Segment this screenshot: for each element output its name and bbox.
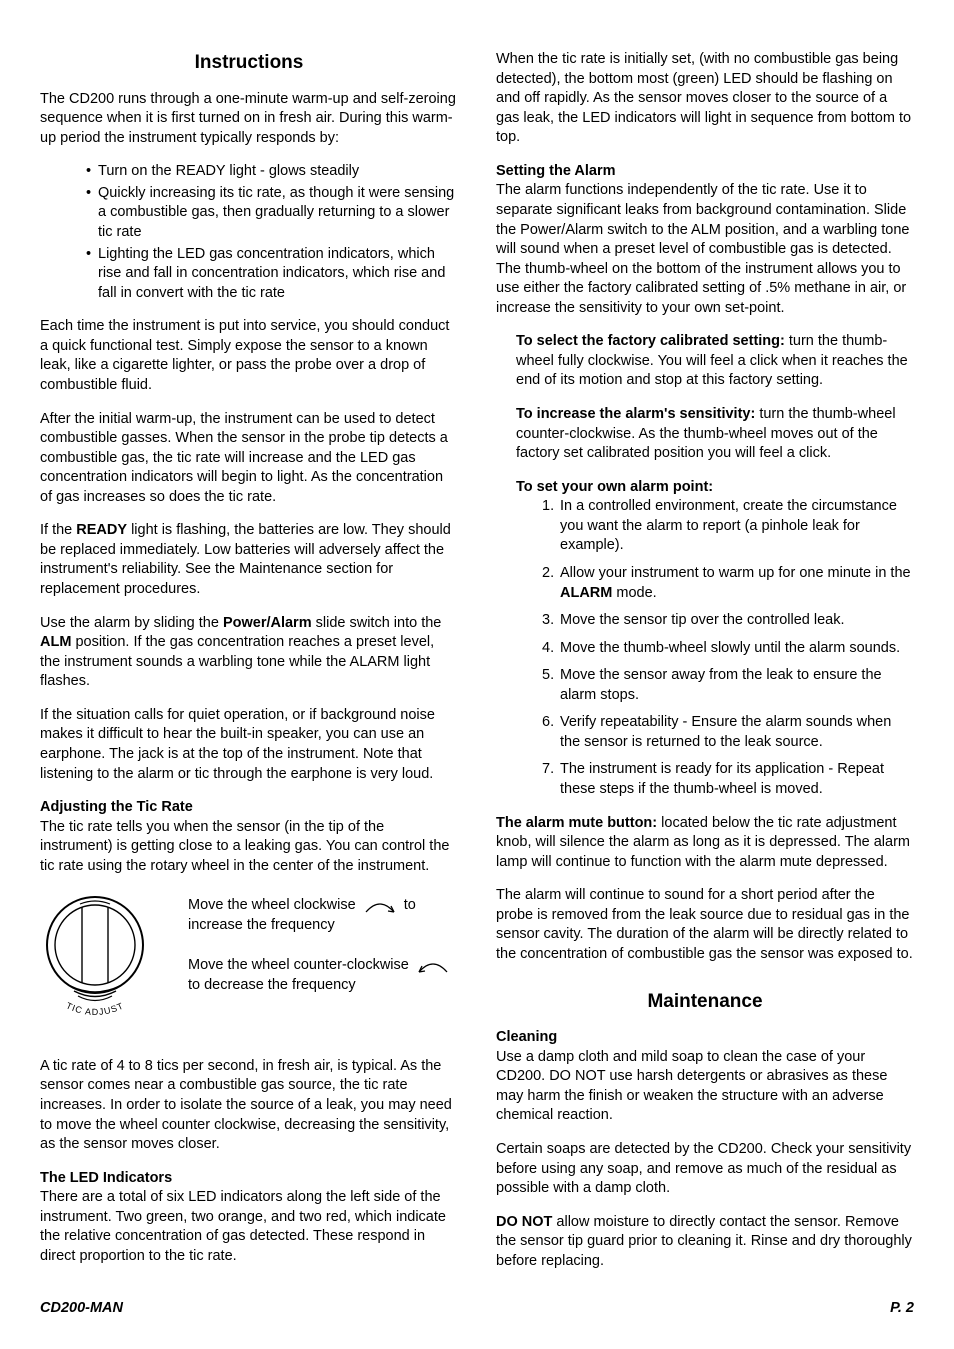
body-para: If the situation calls for quiet operati…	[40, 706, 458, 784]
mute-para: The alarm mute button: located below the…	[496, 814, 914, 873]
svg-text:TIC ADJUST: TIC ADJUST	[65, 1001, 126, 1018]
body-para: There are a total of six LED indicators …	[40, 1188, 458, 1266]
cleaning-head: Cleaning	[496, 1028, 914, 1048]
body-para: After the initial warm-up, the instrumen…	[40, 410, 458, 508]
list-item: Quickly increasing its tic rate, as thou…	[86, 184, 458, 243]
body-para: Use the alarm by sliding the Power/Alarm…	[40, 614, 458, 692]
body-para: The alarm functions independently of the…	[496, 181, 914, 318]
alarm-instructions: To select the factory calibrated setting…	[496, 332, 914, 799]
power-alarm-label: Power/Alarm	[223, 615, 312, 631]
factory-setting-para: To select the factory calibrated setting…	[516, 332, 914, 391]
led-indicators-head: The LED Indicators	[40, 1169, 458, 1189]
tic-text: Move the wheel clockwise to increase the…	[188, 890, 458, 1013]
tic-dial-icon: TIC ADJUST	[40, 890, 160, 1037]
list-item: Verify repeatability - Ensure the alarm …	[542, 713, 914, 752]
list-item: Allow your instrument to warm up for one…	[542, 564, 914, 603]
list-item: Lighting the LED gas concentration indic…	[86, 245, 458, 304]
alarm-steps: In a controlled environment, create the …	[516, 497, 914, 799]
page-footer: CD200-MAN P. 2	[40, 1299, 914, 1319]
instructions-title: Instructions	[40, 50, 458, 76]
body-para: The alarm will continue to sound for a s…	[496, 886, 914, 964]
list-item: The instrument is ready for its applicat…	[542, 760, 914, 799]
intro-para: The CD200 runs through a one-minute warm…	[40, 90, 458, 149]
footer-left: CD200-MAN	[40, 1299, 123, 1319]
adjusting-tic-head: Adjusting the Tic Rate	[40, 798, 458, 818]
right-column: When the tic rate is initially set, (wit…	[496, 50, 914, 1271]
clockwise-text: Move the wheel clockwise to increase the…	[188, 894, 458, 936]
own-alarm-head: To set your own alarm point:	[516, 478, 914, 498]
counterclockwise-arrow-icon	[413, 954, 453, 976]
list-item: In a controlled environment, create the …	[542, 497, 914, 556]
body-para: A tic rate of 4 to 8 tics per second, in…	[40, 1057, 458, 1155]
body-para: Certain soaps are detected by the CD200.…	[496, 1140, 914, 1199]
body-para: Use a damp cloth and mild soap to clean …	[496, 1048, 914, 1126]
list-item: Move the thumb-wheel slowly until the al…	[542, 639, 914, 659]
footer-right: P. 2	[890, 1299, 914, 1319]
counterclockwise-text: Move the wheel counter-clockwise to decr…	[188, 954, 458, 996]
list-item: Turn on the READY light - glows steadily	[86, 162, 458, 182]
tic-adjust-figure: TIC ADJUST Move the wheel clockwise to i…	[40, 890, 458, 1037]
left-column: Instructions The CD200 runs through a on…	[40, 50, 458, 1271]
page: Instructions The CD200 runs through a on…	[40, 50, 914, 1271]
ready-label: READY	[76, 522, 127, 538]
warmup-bullets: Turn on the READY light - glows steadily…	[40, 162, 458, 303]
body-para: When the tic rate is initially set, (wit…	[496, 50, 914, 148]
alm-label: ALM	[40, 634, 71, 650]
body-para: The tic rate tells you when the sensor (…	[40, 818, 458, 877]
setting-alarm-head: Setting the Alarm	[496, 162, 914, 182]
donot-para: DO NOT allow moisture to directly contac…	[496, 1213, 914, 1272]
list-item: Move the sensor tip over the controlled …	[542, 611, 914, 631]
clockwise-arrow-icon	[360, 894, 400, 916]
body-para: If the READY light is flashing, the batt…	[40, 521, 458, 599]
body-para: Each time the instrument is put into ser…	[40, 317, 458, 395]
maintenance-title: Maintenance	[496, 989, 914, 1015]
list-item: Move the sensor away from the leak to en…	[542, 666, 914, 705]
increase-sensitivity-para: To increase the alarm's sensitivity: tur…	[516, 405, 914, 464]
